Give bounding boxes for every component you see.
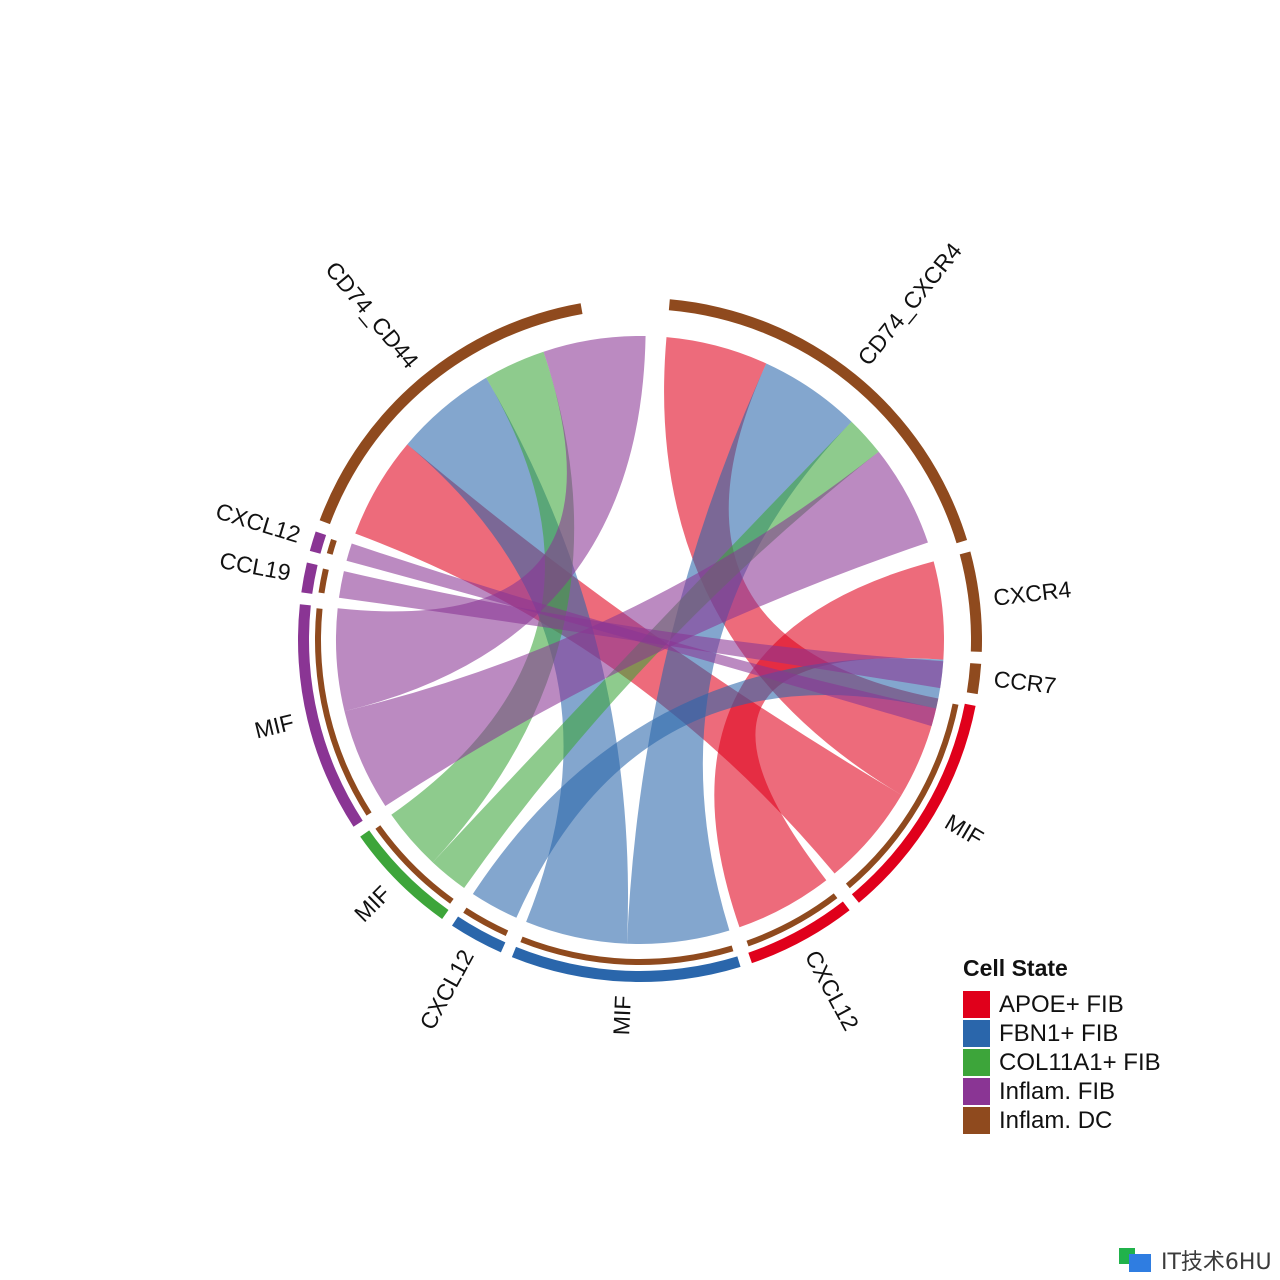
segment-arc-outer [360, 830, 449, 919]
legend-swatch [963, 1049, 990, 1076]
segment-label: CCR7 [992, 666, 1057, 699]
legend-label: COL11A1+ FIB [999, 1048, 1161, 1076]
segment-arc-outer [511, 946, 741, 982]
segment-label: CXCL12 [800, 946, 864, 1035]
link-10 [338, 571, 944, 689]
segment-arc-outer [451, 916, 506, 953]
segment-arc-receptor [668, 299, 968, 544]
link-9 [335, 336, 646, 712]
segment-label: CXCL12 [414, 945, 479, 1034]
segment-label: CCL19 [218, 547, 293, 586]
segment-arc-inner [375, 825, 454, 904]
segment-label: MIF [349, 881, 395, 927]
segment-arc-outer [297, 604, 363, 827]
legend-item-apoe-fib: APOE+ FIB [963, 990, 1161, 1019]
segment-arc-inner [326, 539, 337, 555]
segment-arc-inner [318, 568, 329, 594]
segment-label: MIF [608, 995, 636, 1036]
segment-arc-inner [520, 936, 734, 965]
legend-label: Inflam. DC [999, 1106, 1113, 1134]
legend-item-fbn1-fib: FBN1+ FIB [963, 1019, 1161, 1048]
segment-label: CXCL12 [213, 498, 304, 548]
legend-swatch [963, 1020, 990, 1047]
segment-label: MIF [941, 809, 988, 852]
segment-arc-receptor [966, 663, 982, 695]
segment-label: CD74_CXCR4 [852, 238, 966, 371]
legend-item-inflam-dc: Inflam. DC [963, 1106, 1161, 1135]
segment-arc-receptor [959, 551, 982, 652]
segment-arc-outer [301, 562, 318, 594]
segment-label: CXCR4 [992, 576, 1073, 611]
segment-arc-inner [315, 608, 372, 816]
legend: Cell State APOE+ FIB FBN1+ FIB COL11A1+ … [963, 955, 1161, 1135]
segment-arc-outer [851, 703, 976, 903]
segment-label: CD74_CD44 [320, 256, 424, 373]
legend-label: FBN1+ FIB [999, 1019, 1119, 1047]
legend-item-col11a1-fib: COL11A1+ FIB [963, 1048, 1161, 1077]
segment-arc-outer [309, 531, 327, 554]
legend-label: Inflam. FIB [999, 1077, 1116, 1105]
segment-arc-inner [746, 893, 838, 947]
watermark-logo-icon [1119, 1246, 1155, 1274]
segment-label: MIF [252, 709, 297, 744]
legend-item-inflam-fib: Inflam. FIB [963, 1077, 1161, 1106]
link-7 [391, 351, 575, 863]
legend-title: Cell State [963, 955, 1068, 981]
legend-swatch [963, 991, 990, 1018]
segment-arc-outer [748, 901, 850, 964]
legend-swatch [963, 1078, 990, 1105]
watermark-text: IT技术6HU [1161, 1250, 1272, 1275]
legend-label: APOE+ FIB [999, 990, 1124, 1018]
watermark: IT技术6HU [1119, 1244, 1272, 1276]
link-11 [346, 543, 937, 727]
legend-swatch [963, 1107, 990, 1134]
segment-arc-inner [463, 907, 509, 936]
link-3 [627, 363, 852, 944]
link-5 [472, 658, 944, 918]
